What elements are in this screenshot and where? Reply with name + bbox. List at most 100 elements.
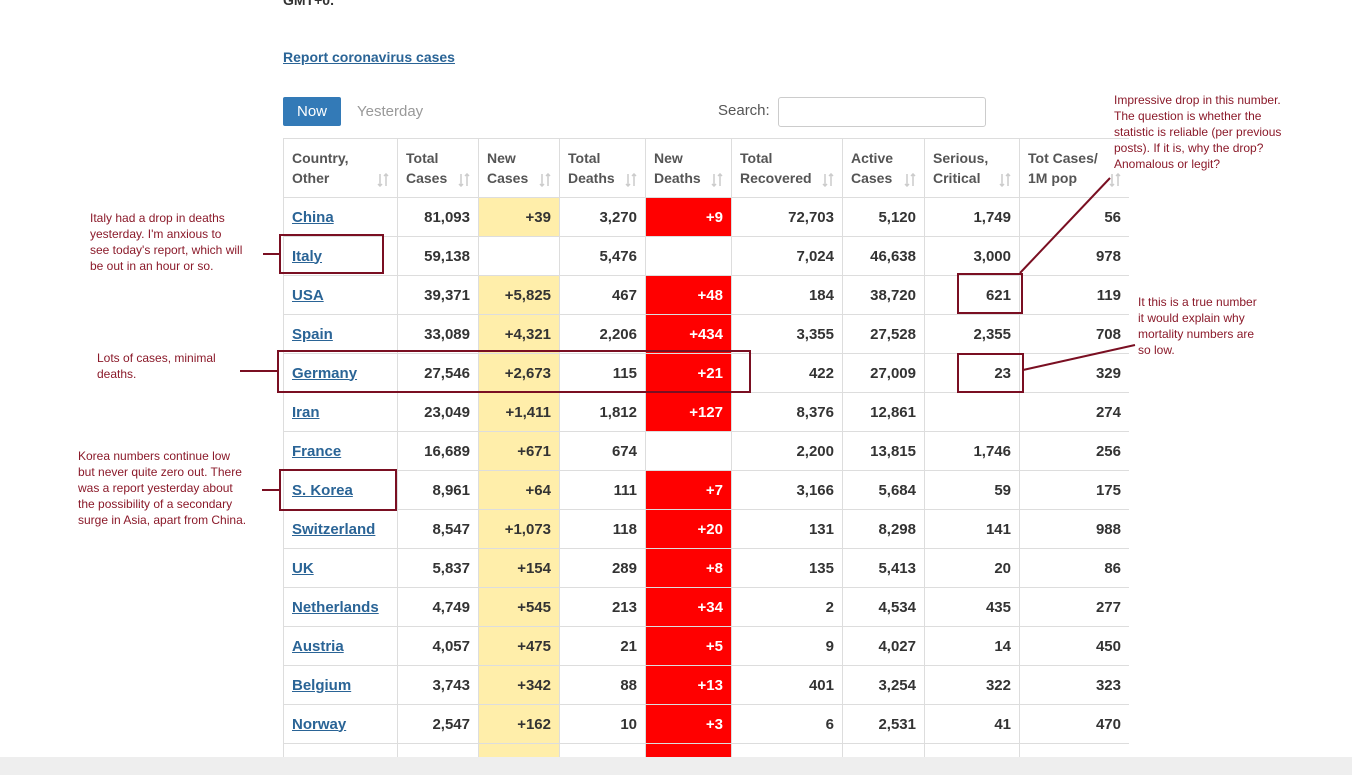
sort-arrows [711,173,723,187]
annotation-shapes [240,177,1136,511]
table-row: Norway 2,547 +162 10 +3 6 2,531 41 470 [283,704,1129,744]
table-cell [1019,743,1129,757]
country-link[interactable]: S. Korea [292,481,353,499]
annotation-text: deaths. [97,367,136,381]
table-body: China 81,093 +39 3,270 +9 72,703 5,120 1,749 56 I… [283,197,1129,757]
table-row: Spain 33,089 +4,321 2,206 +434 3,355 27,528 2,3… [283,314,1129,354]
country-link[interactable]: Iran [292,403,320,421]
header-line: Active [851,150,894,166]
table-cell: 81,093 [397,197,479,237]
table-cell: China [283,197,398,237]
table-cell: 5,413 [842,548,925,588]
country-link[interactable]: Norway [292,715,347,733]
sort-arrows [999,173,1011,187]
annotation-text: surge in Asia, apart from China. [78,513,246,527]
country-link[interactable]: France [292,442,342,460]
header-line: Total [740,150,773,166]
column-header[interactable]: Tot Cases/1M pop [1019,138,1129,198]
column-header[interactable]: Active Cases [842,138,925,198]
header-line: New [487,150,516,166]
header-line: Deaths [568,170,615,186]
column-header[interactable]: New Cases [478,138,560,198]
country-link[interactable]: USA [292,286,324,304]
country-link[interactable]: Germany [292,364,358,382]
annotation-text: the possibility of a secondary [78,497,232,511]
table-cell: 39,371 [397,275,479,315]
table-cell: +154 [478,548,560,588]
annotation-text: It this is a true number [1138,295,1257,309]
table-row: Switzerland 8,547 +1,073 118 +20 131 8,298 141 9… [283,509,1129,549]
sort-icon [904,173,916,187]
table-cell: 111 [559,470,646,510]
country-link[interactable]: Netherlands [292,598,379,616]
table-cell: 8,547 [397,509,479,549]
country-link[interactable]: China [292,208,334,226]
table-cell: 115 [559,353,646,393]
column-header[interactable]: Total Cases [397,138,479,198]
table-cell: +64 [478,470,560,510]
table-cell: 4,534 [842,587,925,627]
country-link[interactable]: Switzerland [292,520,376,538]
table-cell: 86 [1019,548,1129,588]
table-cell: 4,057 [397,626,479,666]
country-link[interactable]: UK [292,559,314,577]
annotation-text: but never quite zero out. There [78,465,242,479]
table-cell: 59,138 [397,236,479,276]
table-cell: 9 [731,626,843,666]
country-link[interactable]: Spain [292,325,333,343]
table-cell: 450 [1019,626,1129,666]
search-input[interactable] [778,97,986,127]
table-cell: 14 [924,626,1020,666]
header-line: Deaths [654,170,701,186]
table-cell: +475 [478,626,560,666]
annotation-text: Korea numbers continue low [78,449,230,463]
table-row: Austria 4,057 +475 21 +5 9 4,027 14 450 [283,626,1129,666]
sort-icon [625,173,637,187]
table-cell: Austria [283,626,398,666]
germany-critical-box [957,353,1024,393]
table-cell: +434 [645,314,732,354]
table-cell: 119 [1019,275,1129,315]
column-header[interactable]: Serious, Critical [924,138,1020,198]
table-row: Netherlands 4,749 +545 213 +34 2 4,534 435 277 [283,587,1129,627]
table-cell: Spain [283,314,398,354]
sort-arrows [539,173,551,187]
sort-icon [822,173,834,187]
annotation-text: Anomalous or legit? [1114,157,1220,171]
country-link[interactable]: Austria [292,637,344,655]
sort-icon [1109,173,1121,187]
table-cell: +20 [645,509,732,549]
column-header[interactable]: New Deaths [645,138,732,198]
table-cell: +4,321 [478,314,560,354]
table-cell: 1,746 [924,431,1020,471]
table-cell: +2,673 [478,353,560,393]
table-row: UK 5,837 +154 289 +8 135 5,413 20 86 [283,548,1129,588]
table-cell: +5,825 [478,275,560,315]
sort-arrows [458,173,470,187]
table-cell: Norway [283,704,398,744]
sort-icon [711,173,723,187]
korea-box [279,469,397,511]
column-header[interactable]: Total Recovered [731,138,843,198]
table-row [283,743,1129,757]
country-link[interactable]: Italy [292,247,323,265]
header-row: Country, Other Total Cases New Cases Total Deat… [283,138,1129,198]
table-cell: 3,254 [842,665,925,705]
tab-now[interactable]: Now [283,97,341,126]
table-cell: +13 [645,665,732,705]
header-line: Cases [851,170,893,186]
table-cell: 621 [924,275,1020,315]
annotation-text: was a report yesterday about [77,481,233,495]
table-cell [645,743,732,757]
tab-yesterday[interactable]: Yesterday [357,103,424,120]
table-cell: 470 [1019,704,1129,744]
table-cell: 88 [559,665,646,705]
table-cell: 274 [1019,392,1129,432]
country-link[interactable]: Belgium [292,676,352,694]
table-cell: +5 [645,626,732,666]
table-row: Italy 59,138 5,476 7,024 46,638 3,000 978 [283,236,1129,276]
header-line: Total [406,150,439,166]
report-link[interactable]: Report coronavirus cases [283,49,455,65]
column-header[interactable]: Country, Other [283,138,398,198]
